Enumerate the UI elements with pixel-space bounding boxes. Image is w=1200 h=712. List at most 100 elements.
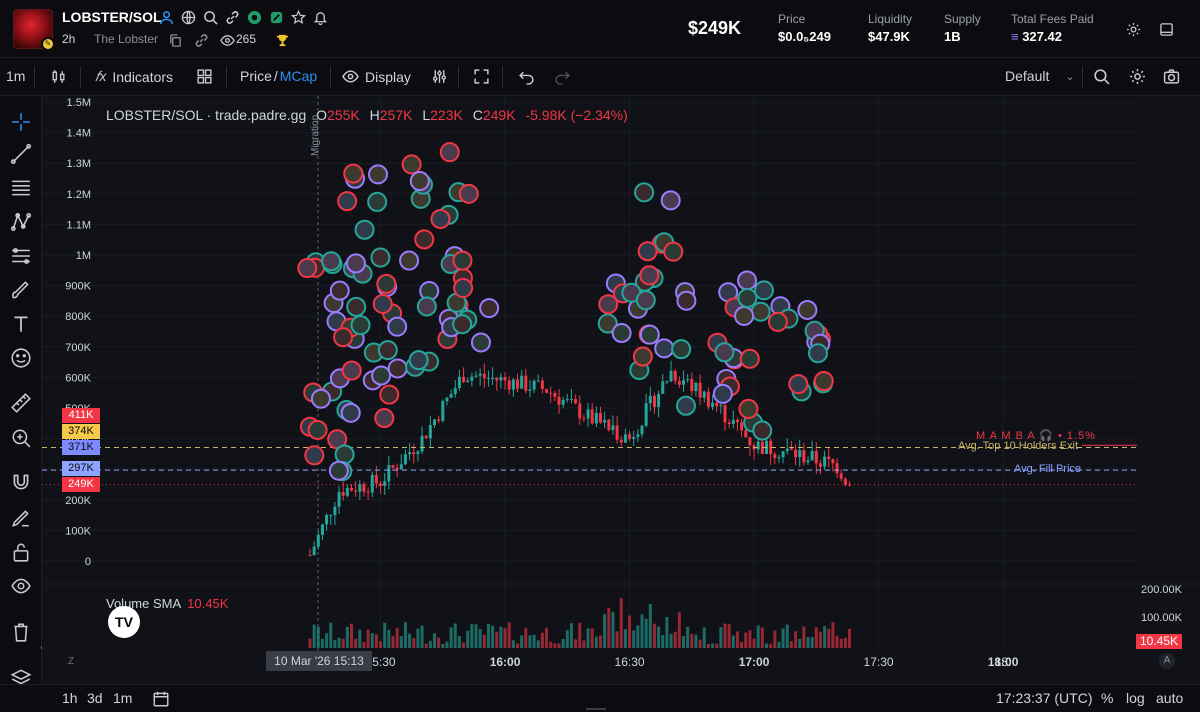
crosshair-icon[interactable] [9, 110, 33, 134]
copy-icon[interactable] [166, 31, 184, 49]
hide-drawings-eye-icon[interactable] [9, 574, 33, 598]
range-1m-button[interactable]: 1m [113, 690, 133, 706]
candle-body [320, 524, 324, 535]
redo-icon[interactable] [554, 68, 571, 85]
volume-bar [345, 626, 349, 648]
volume-bar [437, 637, 441, 648]
bottom-scroll-handle[interactable] [586, 708, 606, 710]
legend-open: 255K [327, 107, 360, 123]
crosshair-date-label: 10 Mar '26 15:13 [266, 651, 372, 671]
volume-bar [445, 641, 449, 648]
trash-icon[interactable] [9, 620, 33, 644]
trader-avatar-marker [409, 171, 430, 192]
volume-bar [540, 632, 544, 648]
volume-bar [478, 629, 482, 648]
ruler-icon[interactable] [9, 391, 33, 415]
volume-bar [399, 636, 403, 648]
candle-body [565, 399, 569, 401]
auto-scale-button[interactable]: A [1159, 653, 1175, 669]
search-icon[interactable] [1093, 68, 1110, 85]
stat-liquidity: Liquidity $47.9K [868, 12, 912, 44]
candle-style-icon[interactable] [50, 68, 67, 85]
tradingview-logo[interactable]: TV [108, 606, 140, 638]
undo-icon[interactable] [518, 68, 535, 85]
candle-body [769, 440, 773, 455]
x-axis-tick-label: 17:30 [864, 655, 894, 669]
volume-bar [798, 638, 802, 648]
community-icon[interactable] [157, 8, 175, 26]
log-scale-toggle[interactable]: log [1126, 690, 1145, 706]
migration-marker-label: Migration [310, 114, 321, 156]
volume-bar [408, 633, 412, 648]
trader-avatar-marker [401, 154, 422, 175]
token-avatar[interactable]: ✎ [13, 9, 55, 51]
auto-scale-toggle[interactable]: auto [1156, 690, 1184, 706]
gear-icon[interactable] [1124, 20, 1142, 38]
trader-avatar-marker [354, 219, 375, 240]
volume-bar [802, 626, 806, 648]
chain-link-icon[interactable] [223, 8, 241, 26]
candle-body [665, 381, 669, 383]
panel-layout-icon[interactable] [1157, 20, 1175, 38]
range-1h-button[interactable]: 1h [62, 690, 78, 706]
fib-lines-icon[interactable] [9, 176, 33, 200]
magnet-icon[interactable] [9, 470, 33, 494]
display-button[interactable]: Display [342, 68, 411, 85]
volume-bar [789, 641, 793, 648]
volume-bar [320, 638, 324, 648]
utc-clock[interactable]: 17:23:37 (UTC) [996, 690, 1093, 706]
toolbar-divider [502, 66, 503, 88]
price-mcap-toggle[interactable]: Price / MCap [240, 68, 317, 84]
website-globe-icon[interactable] [179, 8, 197, 26]
brush-icon[interactable] [9, 278, 33, 302]
trader-avatar-marker [452, 250, 473, 271]
volume-bar [827, 628, 831, 648]
projection-icon[interactable] [9, 244, 33, 268]
range-3d-button[interactable]: 3d [87, 690, 103, 706]
trader-avatar-marker [377, 340, 398, 361]
bundle-icon[interactable] [245, 8, 263, 26]
search-icon[interactable] [201, 8, 219, 26]
volume-value: 10.45K [187, 596, 229, 611]
pattern-icon[interactable] [9, 210, 33, 234]
trophy-icon[interactable] [273, 31, 291, 49]
date-range-calendar-icon[interactable] [152, 690, 170, 711]
candle-body [827, 456, 831, 460]
text-tool-icon[interactable] [9, 312, 33, 336]
candle-body [420, 435, 424, 452]
fullscreen-icon[interactable] [473, 68, 490, 85]
x-axis-tick-label: 16:30 [615, 655, 645, 669]
layout-selector[interactable]: Default ⌄ [1005, 68, 1075, 84]
camera-screenshot-icon[interactable] [1163, 68, 1180, 85]
pumpfun-icon[interactable] [267, 8, 285, 26]
candle-body [433, 419, 436, 426]
lock-icon[interactable] [9, 540, 33, 564]
trader-avatar-marker [654, 338, 675, 359]
trader-avatar-marker [453, 278, 474, 299]
indicators-button[interactable]: 𝑓x Indicators [95, 68, 173, 85]
share-link-icon[interactable] [192, 31, 210, 49]
star-favorite-icon[interactable] [289, 8, 307, 26]
bell-alert-icon[interactable] [311, 8, 329, 26]
layers-icon[interactable] [9, 666, 33, 690]
chart-settings-gear-icon[interactable] [1129, 68, 1146, 85]
volume-bar [669, 633, 673, 648]
price-chart[interactable]: 1.5M1.4M1.3M1.2M1.1M1M900K800K700K600K50… [42, 96, 1200, 684]
candle-body [445, 397, 449, 402]
y-axis-tick-label: 200K [65, 495, 91, 507]
interval-selector[interactable]: 1m [6, 68, 26, 84]
trend-line-icon[interactable] [9, 142, 33, 166]
candle-body [532, 380, 536, 390]
stat-total-fees: Total Fees Paid 327.42 [1011, 12, 1094, 44]
candle-body [520, 375, 524, 389]
sliders-settings-icon[interactable] [431, 68, 448, 85]
templates-grid-icon[interactable] [196, 68, 213, 85]
zoom-in-icon[interactable] [9, 426, 33, 450]
layout-label: Default [1005, 68, 1050, 84]
percent-scale-toggle[interactable]: % [1101, 690, 1114, 706]
candle-body [661, 381, 665, 394]
zoom-reset-button[interactable]: Z [68, 656, 75, 667]
stay-in-drawing-icon[interactable] [9, 506, 33, 530]
toolbar-divider [34, 66, 35, 88]
emoji-icon[interactable] [9, 346, 33, 370]
